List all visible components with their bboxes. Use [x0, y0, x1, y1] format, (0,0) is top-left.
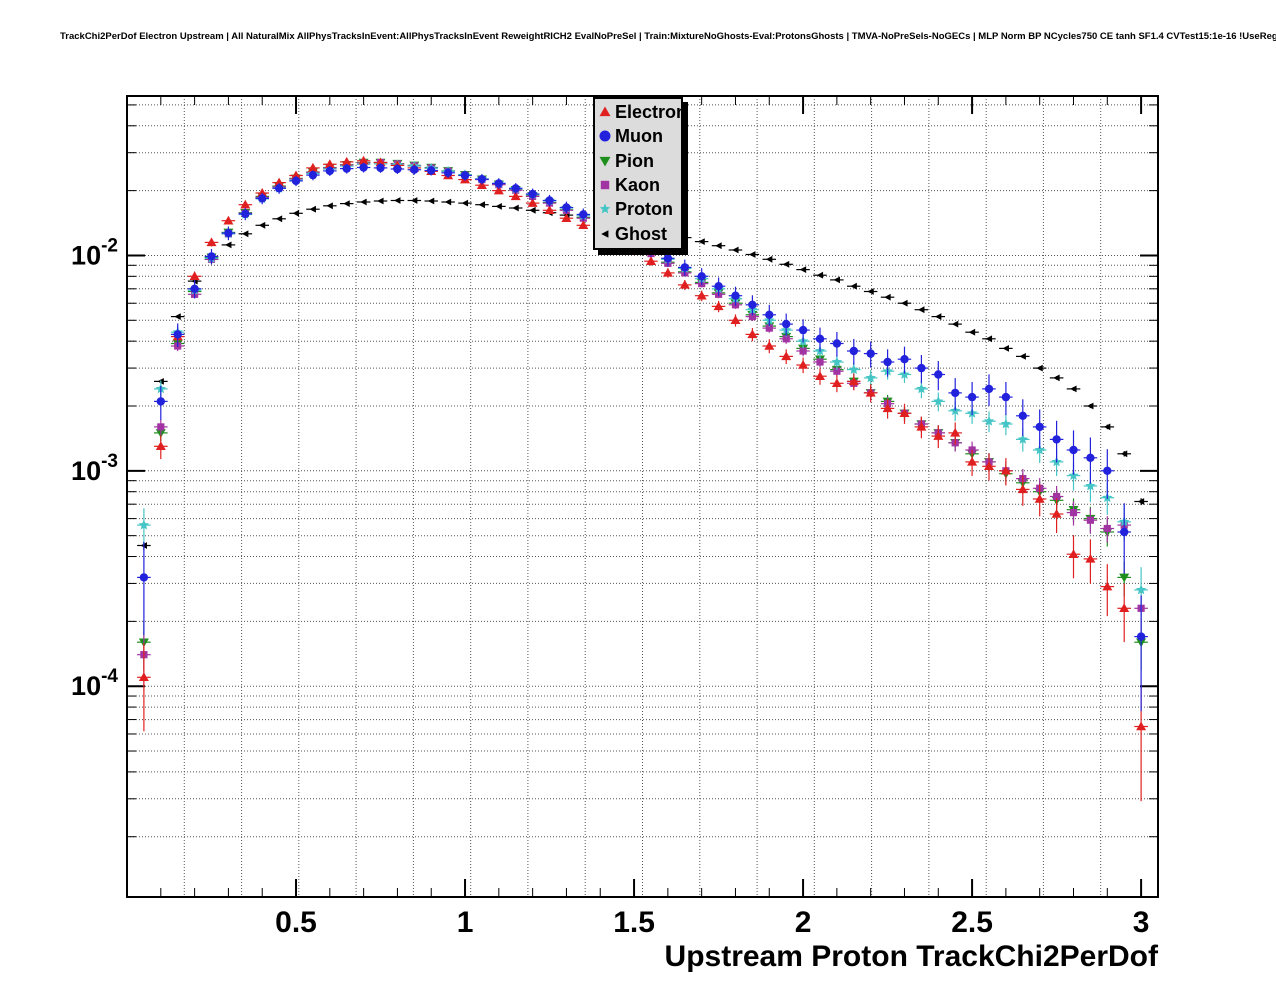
legend-label: Pion — [615, 150, 654, 171]
y-tick-label: 10-2 — [71, 235, 118, 270]
legend-entry-kaon: Kaon — [595, 173, 681, 197]
y-tick-label: 10-4 — [71, 666, 118, 701]
legend-label: Kaon — [615, 175, 660, 196]
muon-circle-marker-icon — [597, 128, 613, 144]
proton-star-marker-icon — [597, 201, 613, 217]
x-axis-title: Upstream Proton TrackChi2PerDof — [664, 940, 1158, 973]
legend-entry-proton: Proton — [595, 197, 681, 221]
series-muon-points — [137, 162, 1148, 712]
x-tick-label: 0.5 — [275, 906, 317, 939]
data-points — [137, 155, 1148, 802]
legend-entry-pion: Pion — [595, 149, 681, 173]
y-tick-label: 10-3 — [71, 451, 118, 486]
legend-entry-electron: Electron — [595, 100, 687, 124]
plot-frame — [126, 95, 1159, 898]
legend-label: Muon — [615, 126, 663, 147]
legend-label: Proton — [615, 199, 673, 220]
electron-triangle-marker-icon — [597, 104, 613, 120]
legend-label: Electron — [615, 102, 688, 123]
plot-title: TrackChi2PerDof Electron Upstream | All … — [60, 31, 1276, 42]
series-ghost-points — [137, 197, 1148, 550]
legend-entry-muon: Muon — [595, 124, 681, 148]
x-tick-label: 1.5 — [613, 906, 655, 939]
x-tick-label: 2.5 — [951, 906, 993, 939]
pion-triangle-down-marker-icon — [597, 153, 613, 169]
legend-box: Electron Muon Pion Kaon Proton Ghost — [593, 97, 687, 250]
x-tick-label: 1 — [457, 906, 474, 939]
x-tick-label: 2 — [795, 906, 812, 939]
grid-lines — [127, 96, 1158, 897]
axis-ticks — [127, 96, 1158, 897]
kaon-square-marker-icon — [597, 177, 613, 193]
x-tick-label: 3 — [1133, 906, 1150, 939]
ghost-triangle-marker-icon — [597, 226, 613, 242]
legend-entry-ghost: Ghost — [595, 221, 681, 245]
legend-label: Ghost — [615, 223, 667, 244]
